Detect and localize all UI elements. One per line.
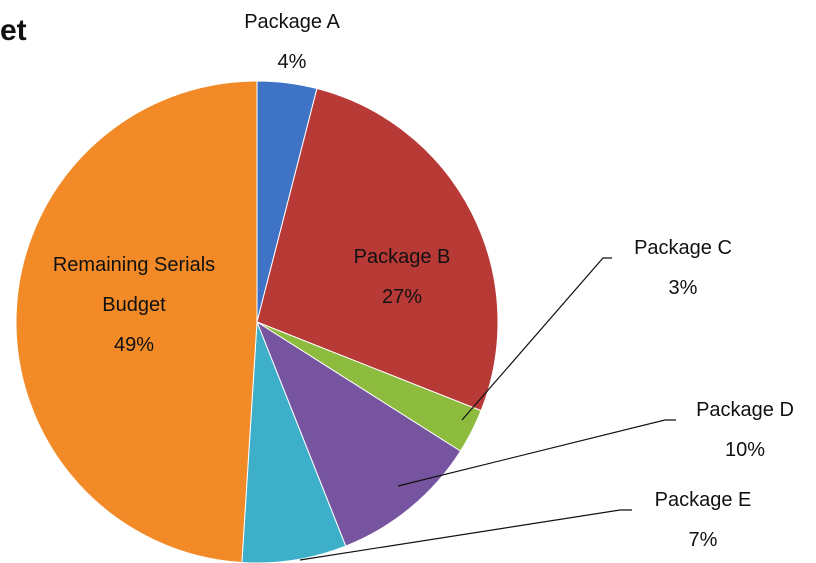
category-label: Package C	[634, 237, 732, 259]
leader-line	[461, 257, 612, 421]
category-label: Remaining Serials Budget	[52, 254, 216, 316]
slice-label: Package E 7%	[655, 480, 752, 560]
slice-label: Package C 3%	[634, 228, 732, 308]
value-label: 7%	[688, 529, 718, 551]
leader-lines	[299, 257, 676, 561]
leader-line	[397, 419, 676, 487]
slice-label: Package A 4%	[244, 2, 340, 82]
pie-slice	[15, 80, 258, 563]
slice-label: Package B 27%	[354, 237, 451, 317]
category-label: Package D	[696, 399, 794, 421]
value-label: 10%	[724, 439, 766, 461]
pie-slice	[256, 87, 499, 412]
leader-line	[299, 509, 632, 561]
chart-title: et	[0, 14, 27, 47]
pie	[15, 80, 499, 563]
slice-label: Package D 10%	[696, 390, 794, 470]
category-label: Package B	[353, 246, 451, 268]
value-label: 4%	[277, 51, 307, 73]
slice-label: Remaining Serials Budget 49%	[39, 245, 229, 365]
value-label: 27%	[381, 286, 423, 308]
category-label: Package A	[244, 11, 340, 33]
pie-slice	[255, 320, 462, 547]
value-label: 3%	[668, 277, 698, 299]
value-label: 49%	[113, 334, 155, 356]
category-label: Package E	[654, 489, 752, 511]
